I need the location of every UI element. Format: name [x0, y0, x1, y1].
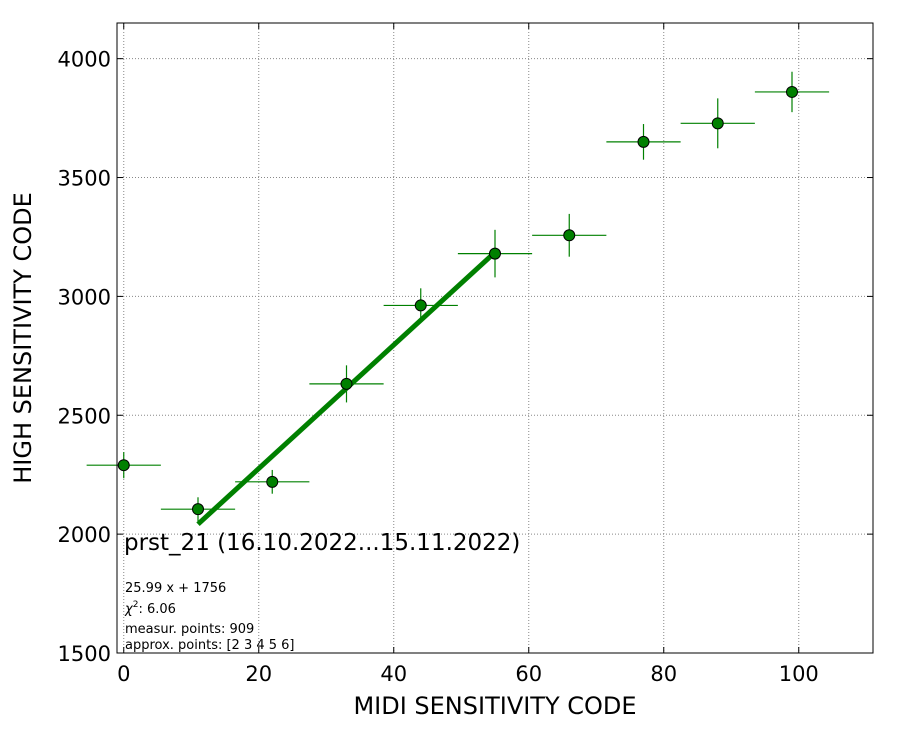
x-tick-label-4: 80: [650, 662, 677, 686]
y-tick-label-3: 3000: [58, 285, 111, 309]
x-tick-label-5: 100: [779, 662, 819, 686]
data-point-6: [563, 229, 576, 242]
data-point-3: [340, 377, 353, 390]
x-ticks: 0 20 40 60 80 100: [117, 23, 819, 686]
chi-symbol: χ: [124, 602, 134, 617]
chart-annotation-title: prst_21 (16.10.2022...15.11.2022): [124, 530, 520, 556]
y-tick-label-0: 1500: [58, 642, 111, 666]
y-axis-title: HIGH SENSITIVITY CODE: [9, 192, 37, 484]
data-point-1: [192, 503, 204, 516]
y-tick-label-2: 2500: [58, 404, 111, 428]
approx-points: approx. points: [2 3 4 5 6]: [125, 638, 295, 653]
chi-value: : 6.06: [138, 602, 175, 617]
y-tick-label-4: 3500: [58, 167, 111, 191]
measured-points: measur. points: 909: [125, 622, 254, 637]
x-tick-label-3: 60: [515, 662, 542, 686]
fit-equation: 25.99 x + 1756: [125, 581, 226, 596]
y-tick-label-5: 4000: [58, 48, 111, 72]
data-point-5: [489, 247, 501, 260]
y-ticks: 1500 2000 2500 3000 3500 4000: [58, 48, 873, 666]
data-point-9: [786, 85, 798, 98]
x-tick-label-2: 40: [380, 662, 407, 686]
plot-frame: [116, 22, 874, 654]
data-point-2: [266, 475, 279, 488]
chi-squared: χ2: 6.06: [124, 600, 176, 617]
x-tick-label-1: 20: [245, 662, 272, 686]
x-tick-label-0: 0: [117, 662, 130, 686]
x-axis-title: MIDI SENSITIVITY CODE: [353, 692, 636, 720]
data-point-7: [637, 135, 650, 148]
data-point-8: [711, 117, 724, 130]
data-points: [117, 85, 798, 516]
y-tick-label-1: 2000: [58, 523, 111, 547]
chi-exponent: 2: [133, 600, 139, 610]
data-point-4: [414, 299, 427, 312]
plot-area: [117, 23, 873, 653]
data-point-0: [117, 459, 130, 472]
